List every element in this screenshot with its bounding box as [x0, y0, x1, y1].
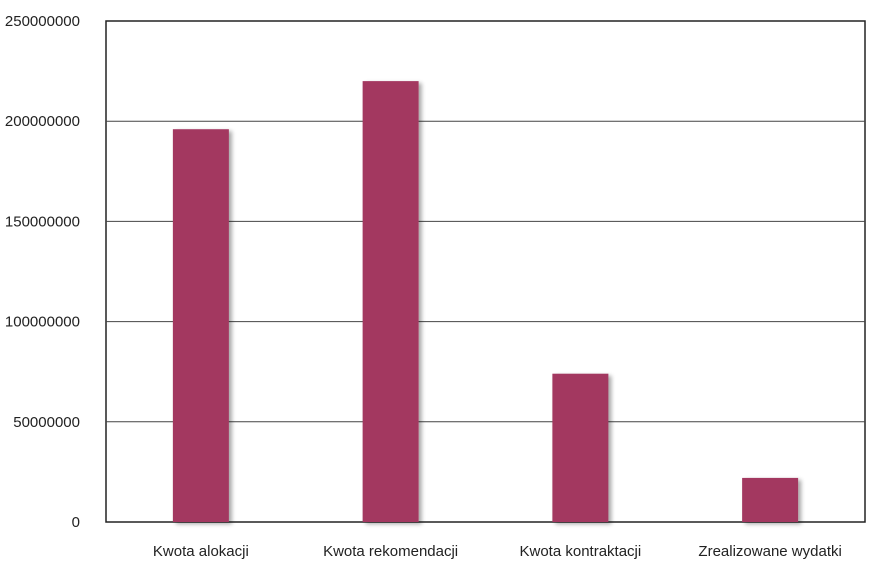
- x-axis-category-labels: Kwota alokacji Kwota rekomendacji Kwota ko…: [153, 543, 842, 560]
- x-category-label: Kwota rekomendacji: [323, 543, 458, 560]
- bars: [172, 81, 799, 523]
- plot-frame: [105, 20, 866, 523]
- y-tick-label: 250000000: [5, 13, 80, 30]
- x-category-label: Kwota alokacji: [153, 543, 249, 560]
- y-tick-label: 0: [72, 514, 80, 531]
- bar: [362, 81, 419, 523]
- y-tick-label: 200000000: [5, 113, 80, 130]
- x-category-label: Zrealizowane wydatki: [698, 543, 841, 560]
- y-tick-label: 100000000: [5, 314, 80, 331]
- x-category-label: Kwota kontraktacji: [520, 543, 642, 560]
- plot-area: [105, 20, 866, 523]
- bar: [172, 129, 229, 522]
- bar: [742, 477, 799, 522]
- y-axis-tick-labels: 0 50000000 100000000 150000000 200000000 2500…: [5, 13, 80, 531]
- gridlines: [106, 120, 865, 423]
- y-tick-label: 150000000: [5, 213, 80, 230]
- y-tick-label: 50000000: [13, 414, 80, 431]
- bar: [552, 373, 609, 522]
